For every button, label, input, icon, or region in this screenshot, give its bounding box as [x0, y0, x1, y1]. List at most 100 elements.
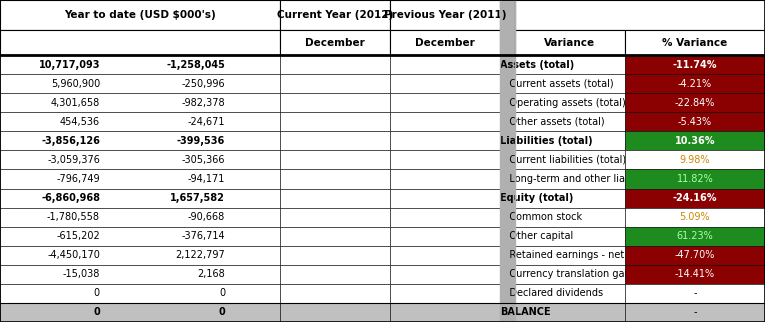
Bar [280, 208, 390, 227]
Text: Previous Year (2011): Previous Year (2011) [384, 10, 506, 20]
Text: Long-term and other liabilites  (total): Long-term and other liabilites (total) [500, 174, 691, 184]
Text: Variance: Variance [545, 37, 596, 48]
Bar [0, 93, 280, 112]
Bar [515, 303, 625, 322]
Bar [0, 55, 280, 74]
Text: -376,714: -376,714 [181, 231, 225, 241]
Text: -4.21%: -4.21% [678, 79, 712, 89]
Bar [500, 188, 515, 208]
Bar [625, 284, 765, 303]
Bar [280, 265, 390, 284]
Bar [0, 169, 280, 188]
Text: -1,258,045: -1,258,045 [166, 60, 225, 70]
Text: -47.70%: -47.70% [675, 250, 715, 260]
Bar [500, 169, 515, 188]
Bar [280, 55, 390, 74]
Bar [0, 30, 280, 55]
Text: Assets (total): Assets (total) [500, 60, 575, 70]
Bar [500, 0, 515, 30]
Text: -399,536: -399,536 [177, 136, 225, 146]
Text: Other assets (total): Other assets (total) [500, 117, 604, 127]
Text: -250,996: -250,996 [181, 79, 225, 89]
Text: 1,657,582: 1,657,582 [170, 193, 225, 203]
Text: 454,536: 454,536 [60, 117, 100, 127]
Bar [390, 131, 500, 150]
Text: 0: 0 [93, 308, 100, 317]
Bar [0, 150, 280, 169]
Text: -5.43%: -5.43% [678, 117, 712, 127]
Text: 61.23%: 61.23% [676, 231, 714, 241]
Bar [515, 150, 625, 169]
Bar [0, 112, 280, 131]
Bar [625, 93, 765, 112]
Bar [500, 265, 515, 284]
Bar [280, 227, 390, 246]
Text: 0: 0 [94, 289, 100, 298]
Bar [500, 246, 515, 265]
Bar [280, 169, 390, 188]
Text: BALANCE: BALANCE [500, 308, 551, 317]
Bar [625, 169, 765, 188]
Text: Other capital: Other capital [500, 231, 573, 241]
Text: December: December [305, 37, 365, 48]
Text: Current liabilities (total): Current liabilities (total) [500, 155, 626, 165]
Bar [0, 227, 280, 246]
Bar [390, 246, 500, 265]
Text: -: - [693, 289, 697, 298]
Bar [390, 112, 500, 131]
Bar [625, 303, 765, 322]
Text: 10,717,093: 10,717,093 [38, 60, 100, 70]
Text: 10.36%: 10.36% [675, 136, 715, 146]
Bar [515, 188, 625, 208]
Bar [0, 0, 280, 30]
Bar [625, 208, 765, 227]
Bar [390, 227, 500, 246]
Text: -15,038: -15,038 [63, 269, 100, 279]
Text: -305,366: -305,366 [181, 155, 225, 165]
Bar [390, 265, 500, 284]
Bar [0, 131, 280, 150]
Bar [500, 74, 515, 93]
Text: 9.98%: 9.98% [680, 155, 710, 165]
Bar [500, 150, 515, 169]
Text: 0: 0 [218, 308, 225, 317]
Text: Year to date (USD $000's): Year to date (USD $000's) [64, 10, 216, 20]
Bar [515, 30, 625, 55]
Text: -24,671: -24,671 [187, 117, 225, 127]
Text: -796,749: -796,749 [57, 174, 100, 184]
Text: -615,202: -615,202 [57, 231, 100, 241]
Bar [500, 284, 515, 303]
Bar [390, 93, 500, 112]
Bar [280, 93, 390, 112]
Bar [280, 0, 390, 30]
Bar [515, 131, 625, 150]
Bar [515, 284, 625, 303]
Text: Liabilities (total): Liabilities (total) [500, 136, 593, 146]
Bar [390, 303, 500, 322]
Bar [625, 30, 765, 55]
Text: -94,171: -94,171 [187, 174, 225, 184]
Bar [0, 265, 280, 284]
Bar [280, 188, 390, 208]
Bar [280, 74, 390, 93]
Bar [515, 265, 625, 284]
Text: -3,059,376: -3,059,376 [47, 155, 100, 165]
Bar [280, 131, 390, 150]
Text: Common stock: Common stock [500, 212, 582, 222]
Bar [390, 74, 500, 93]
Text: % Variance: % Variance [662, 37, 728, 48]
Bar [390, 30, 500, 55]
Bar [500, 227, 515, 246]
Bar [280, 284, 390, 303]
Bar [390, 208, 500, 227]
Text: -14.41%: -14.41% [675, 269, 715, 279]
Bar [280, 246, 390, 265]
Bar [625, 265, 765, 284]
Bar [500, 208, 515, 227]
Bar [625, 227, 765, 246]
Text: Retained earnings - net: Retained earnings - net [500, 250, 624, 260]
Bar [625, 74, 765, 93]
Bar [280, 303, 390, 322]
Text: 11.82%: 11.82% [676, 174, 714, 184]
Text: 2,122,797: 2,122,797 [175, 250, 225, 260]
